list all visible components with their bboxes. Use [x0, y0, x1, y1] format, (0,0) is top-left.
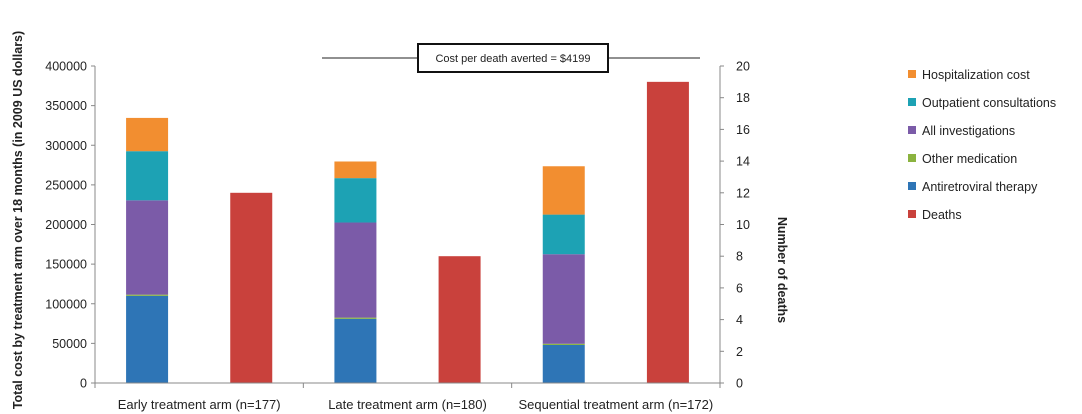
legend-swatch [908, 126, 916, 134]
bar-other-medication [542, 343, 585, 345]
y2-tick-label: 10 [736, 218, 750, 232]
bar-antiretroviral-therapy [334, 318, 377, 383]
bar-hospitalization-cost [126, 117, 169, 152]
y-tick-label: 300000 [45, 139, 87, 153]
y-tick-label: 100000 [45, 297, 87, 311]
annotation: Cost per death averted = $4199 [322, 43, 700, 73]
bar-deaths [230, 192, 273, 383]
legend-label: Deaths [922, 208, 962, 222]
bar-antiretroviral-therapy [542, 344, 585, 383]
legend-label: Hospitalization cost [922, 68, 1030, 82]
y-tick-label: 350000 [45, 99, 87, 113]
legend-swatch [908, 154, 916, 162]
annotation-text: Cost per death averted = $4199 [435, 53, 590, 65]
legend-label: Antiretroviral therapy [922, 180, 1038, 194]
bar-deaths [438, 256, 481, 383]
bar-all-investigations [334, 222, 377, 318]
legend-label: Outpatient consultations [922, 96, 1056, 110]
y2-tick-label: 16 [736, 123, 750, 137]
annotation-box [417, 43, 609, 73]
y-axis-label: Total cost by treatment arm over 18 mont… [11, 31, 25, 409]
bar-outpatient-consultations [334, 178, 377, 223]
y2-tick-label: 18 [736, 91, 750, 105]
y-tick-label: 250000 [45, 178, 87, 192]
y-tick-label: 200000 [45, 218, 87, 232]
bar-antiretroviral-therapy [126, 295, 169, 383]
y2-tick-label: 4 [736, 313, 743, 327]
y2-tick-label: 14 [736, 155, 750, 169]
y2-tick-label: 6 [736, 281, 743, 295]
bar-deaths [646, 81, 689, 383]
legend-label: All investigations [922, 124, 1015, 138]
legend-swatch [908, 182, 916, 190]
y-tick-label: 400000 [45, 60, 87, 74]
y-tick-label: 50000 [52, 337, 87, 351]
y-tick-label: 150000 [45, 258, 87, 272]
bar-hospitalization-cost [334, 161, 377, 179]
bar-hospitalization-cost [542, 166, 585, 215]
legend-swatch [908, 98, 916, 106]
x-category-label: Sequential treatment arm (n=172) [518, 397, 713, 412]
y2-axis-label: Number of deaths [775, 217, 789, 323]
bar-other-medication [126, 294, 169, 296]
y2-tick-label: 12 [736, 186, 750, 200]
bar-outpatient-consultations [542, 214, 585, 255]
y2-tick-label: 8 [736, 250, 743, 264]
y2-tick-label: 20 [736, 60, 750, 74]
legend-label: Other medication [922, 152, 1017, 166]
y2-tick-label: 2 [736, 345, 743, 359]
plot-area [126, 81, 689, 383]
x-category-label: Early treatment arm (n=177) [118, 397, 281, 412]
legend-swatch [908, 70, 916, 78]
legend: Hospitalization cost Outpatient consultat… [908, 68, 1056, 222]
bar-all-investigations [542, 254, 585, 344]
axes: 0 50000 100000 150000 200000 250000 300000 3500… [45, 60, 750, 413]
legend-swatch [908, 210, 916, 218]
bar-all-investigations [126, 200, 169, 295]
bar-outpatient-consultations [126, 151, 169, 201]
y2-tick-label: 0 [736, 377, 743, 391]
x-category-label: Late treatment arm (n=180) [328, 397, 487, 412]
bar-other-medication [334, 317, 377, 319]
y-tick-label: 0 [80, 377, 87, 391]
